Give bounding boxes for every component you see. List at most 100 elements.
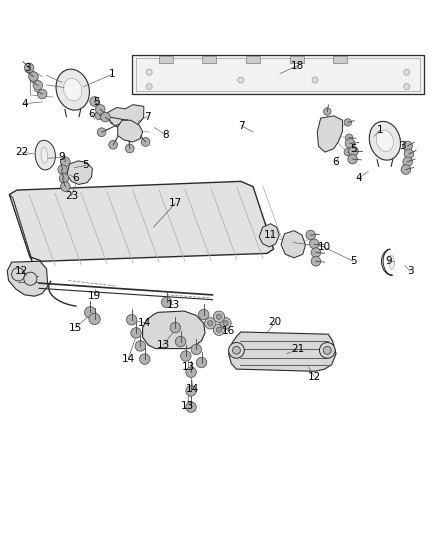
- Text: 13: 13: [166, 300, 180, 310]
- Text: 5: 5: [93, 97, 100, 107]
- Polygon shape: [229, 332, 336, 372]
- Text: 5: 5: [350, 143, 357, 154]
- Circle shape: [404, 84, 410, 90]
- Circle shape: [24, 272, 37, 285]
- Text: 14: 14: [122, 354, 135, 364]
- Circle shape: [95, 104, 105, 114]
- Bar: [246, 56, 260, 63]
- Polygon shape: [259, 224, 279, 247]
- Text: 12: 12: [15, 266, 28, 276]
- Text: 3: 3: [25, 63, 31, 73]
- Circle shape: [180, 351, 191, 361]
- Circle shape: [344, 119, 352, 126]
- Text: 23: 23: [65, 191, 78, 201]
- Text: 1: 1: [109, 69, 115, 79]
- Circle shape: [208, 321, 213, 326]
- Circle shape: [323, 346, 331, 354]
- Circle shape: [97, 128, 106, 136]
- Polygon shape: [143, 311, 205, 349]
- Circle shape: [89, 313, 100, 325]
- Circle shape: [346, 134, 353, 141]
- Circle shape: [141, 138, 150, 147]
- Ellipse shape: [56, 69, 89, 110]
- Text: 13: 13: [182, 362, 195, 372]
- Circle shape: [238, 77, 244, 83]
- Circle shape: [37, 89, 47, 99]
- Circle shape: [127, 314, 137, 325]
- Circle shape: [58, 165, 67, 174]
- Ellipse shape: [369, 122, 400, 160]
- Circle shape: [311, 256, 321, 266]
- Bar: [159, 56, 173, 63]
- Circle shape: [33, 80, 42, 90]
- Circle shape: [404, 69, 410, 75]
- Circle shape: [12, 268, 25, 281]
- Circle shape: [59, 174, 69, 183]
- Circle shape: [229, 343, 244, 358]
- Circle shape: [28, 72, 38, 82]
- Text: 14: 14: [138, 318, 152, 328]
- Circle shape: [344, 148, 352, 156]
- Circle shape: [24, 63, 34, 72]
- Ellipse shape: [41, 147, 48, 163]
- Circle shape: [60, 182, 70, 191]
- Circle shape: [349, 147, 358, 156]
- Text: 5: 5: [350, 256, 357, 266]
- Circle shape: [186, 402, 196, 413]
- Text: 13: 13: [181, 401, 194, 411]
- Circle shape: [170, 322, 180, 333]
- Text: 3: 3: [399, 141, 406, 150]
- Circle shape: [216, 327, 222, 333]
- Circle shape: [85, 306, 96, 318]
- Circle shape: [191, 344, 201, 354]
- Circle shape: [146, 84, 152, 90]
- Circle shape: [101, 112, 110, 122]
- Circle shape: [60, 157, 70, 166]
- Text: 19: 19: [88, 291, 101, 301]
- Circle shape: [223, 321, 228, 326]
- Bar: [290, 56, 304, 63]
- Circle shape: [233, 346, 240, 354]
- Polygon shape: [107, 104, 144, 141]
- Text: 14: 14: [186, 384, 199, 394]
- Text: 1: 1: [376, 125, 383, 135]
- Polygon shape: [132, 55, 424, 94]
- Circle shape: [186, 367, 196, 377]
- Circle shape: [306, 230, 315, 240]
- Text: 18: 18: [291, 61, 304, 71]
- Circle shape: [345, 139, 355, 148]
- Circle shape: [220, 318, 231, 329]
- Polygon shape: [118, 120, 143, 142]
- Text: 4: 4: [21, 99, 28, 109]
- Text: 15: 15: [69, 322, 82, 333]
- Text: 10: 10: [318, 242, 331, 252]
- Text: 5: 5: [82, 160, 89, 170]
- Bar: [333, 56, 347, 63]
- Text: 9: 9: [59, 152, 65, 163]
- Circle shape: [401, 165, 411, 174]
- Polygon shape: [67, 161, 92, 184]
- Text: 6: 6: [72, 173, 79, 183]
- Circle shape: [213, 324, 225, 335]
- Circle shape: [186, 386, 196, 396]
- Text: 9: 9: [385, 256, 392, 266]
- Circle shape: [319, 343, 335, 358]
- Circle shape: [348, 154, 357, 164]
- Text: 17: 17: [169, 198, 182, 208]
- Polygon shape: [317, 116, 343, 152]
- Ellipse shape: [64, 78, 82, 101]
- Circle shape: [216, 314, 222, 319]
- Circle shape: [135, 341, 146, 351]
- Text: 6: 6: [88, 109, 95, 119]
- Polygon shape: [381, 249, 392, 275]
- Circle shape: [198, 309, 209, 320]
- Circle shape: [90, 96, 99, 106]
- Circle shape: [312, 77, 318, 83]
- Circle shape: [309, 239, 319, 248]
- Text: 22: 22: [15, 147, 28, 157]
- Circle shape: [324, 108, 331, 115]
- Circle shape: [403, 141, 413, 151]
- Circle shape: [146, 69, 152, 75]
- Circle shape: [131, 328, 141, 338]
- Text: 11: 11: [264, 230, 277, 240]
